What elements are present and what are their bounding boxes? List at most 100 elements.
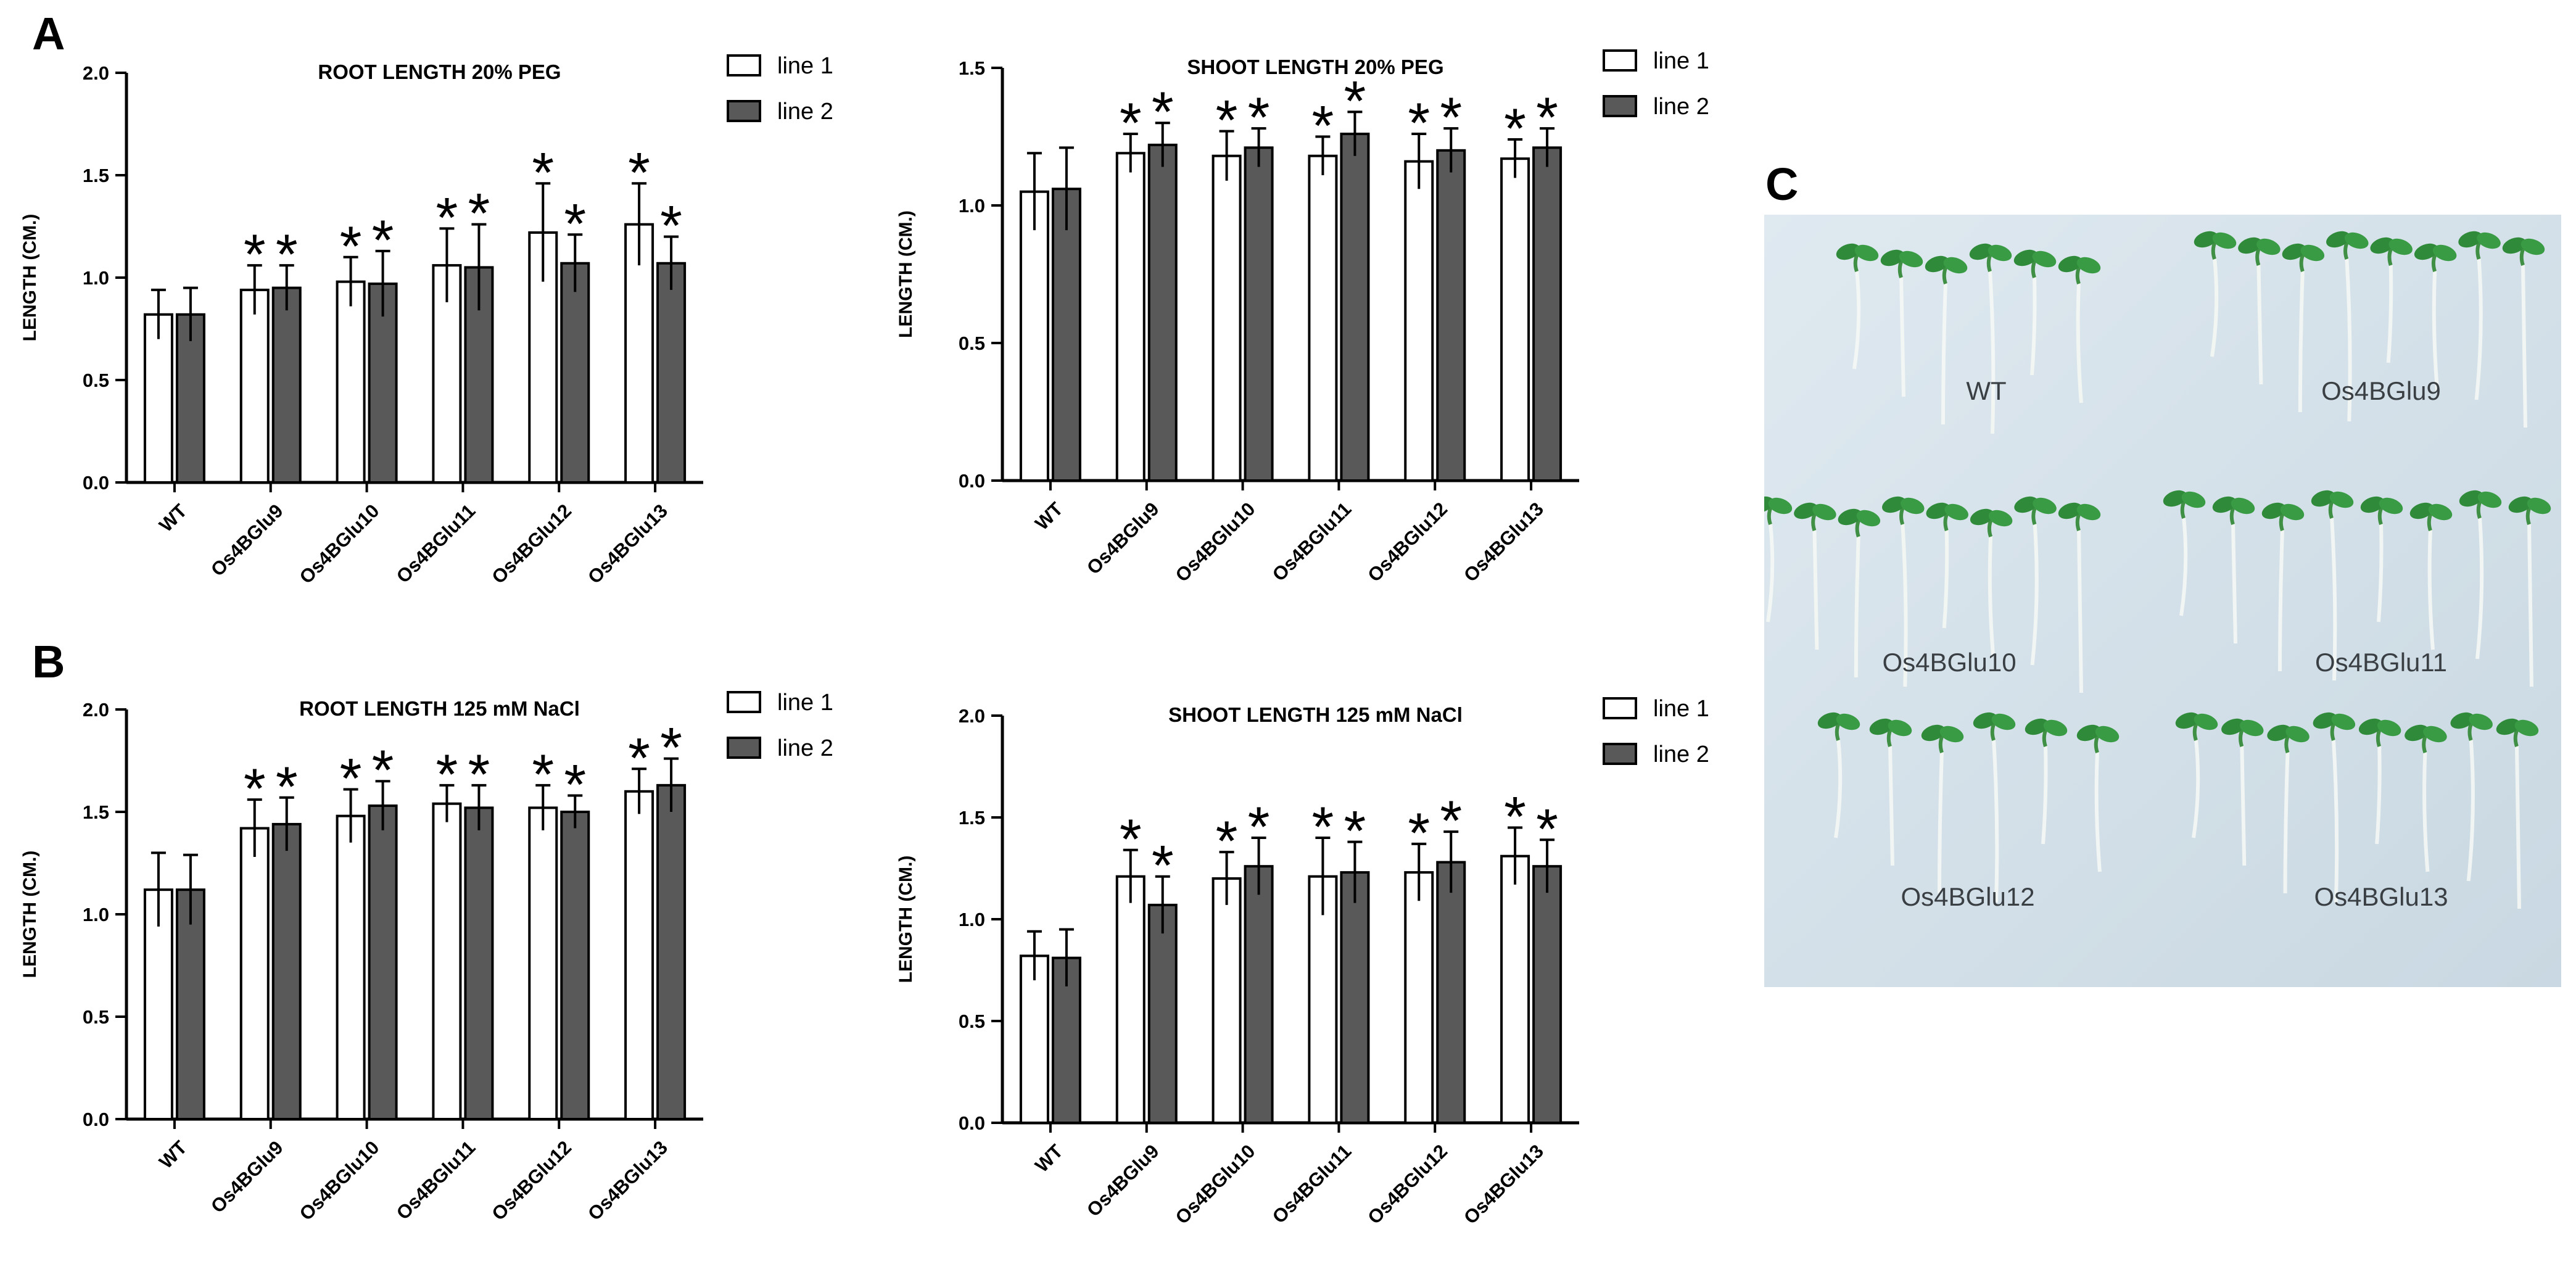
seedling-root [2527,523,2533,687]
significance-marker: * [340,747,362,810]
x-tick-label-os4bglu9: Os4BGlu9 [207,500,287,581]
seedling-root [2466,738,2475,882]
seedling-group-os4bglu13 [2175,712,2539,909]
seedling-leaf [2095,726,2120,743]
x-tick-label-os4bglu13: Os4BGlu13 [1459,498,1548,586]
seedling-root [2422,751,2430,872]
seedling-root [2231,523,2237,644]
y-tick-label: 0.0 [959,1112,985,1134]
seedling-root [1901,523,1908,687]
legend-swatch-line-2 [727,737,761,759]
seedling-leaf [2285,726,2310,743]
x-tick-label-wt: WT [1031,1140,1067,1176]
photo-label-os4bglu9: Os4BGlu9 [2321,376,2441,405]
seedling-group-os4bglu9 [2194,231,2545,428]
seedling-root [2515,745,2521,909]
seedling-leaf [1944,503,1968,521]
seedling-leaf [1854,244,1879,262]
seedling-leaf [2331,713,2356,730]
seedling-group-os4bglu11 [2163,490,2551,687]
y-tick-label: 0.0 [83,472,109,494]
significance-marker: * [1216,89,1238,152]
y-tick-label: 0.0 [959,470,985,492]
x-tick-label-os4bglu10: Os4BGlu10 [295,500,384,588]
seedling-group-os4bglu12 [1817,712,2120,903]
y-tick-label: 1.0 [959,195,985,217]
legend-label-line-2: line 2 [1653,742,1709,767]
significance-marker: * [1312,95,1334,158]
seedling-root [2298,270,2305,413]
seedling-leaf [1768,497,1793,515]
seedling-leaf [1926,502,1950,519]
seedling-leaf [2194,713,2218,730]
seedling-root [1834,738,1843,838]
seedling-leaf [2311,490,2335,507]
x-tick-label-os4bglu13: Os4BGlu13 [1459,1140,1548,1228]
significance-marker: * [1440,790,1462,853]
seedling-leaf [2405,724,2429,742]
panel-letter-a: A [32,8,65,59]
seedling-root [1988,535,1996,656]
seedling-leaf [2450,712,2474,729]
seedling-leaf [1836,713,1860,730]
significance-marker: * [1408,92,1430,155]
significance-marker: * [1504,786,1526,849]
seedling-root [2094,751,2102,872]
seedling-leaf [1939,726,1964,743]
seedling-leaf [2313,712,2337,729]
x-tick-label-os4bglu12: Os4BGlu12 [1363,498,1451,586]
bar-line-2-wt [175,313,205,484]
bar-line-1-wt [1019,954,1049,1124]
bar-line-2-os4bglu9 [271,822,302,1120]
seedling-leaf [1988,244,2012,262]
significance-marker: * [244,223,266,286]
y-tick-label: 1.5 [83,801,109,823]
significance-marker: * [436,186,458,249]
seedling-leaf [2058,255,2083,273]
bar-line-2-os4bglu10 [1244,146,1274,482]
seedling-leaf [2212,496,2237,513]
photo-label-os4bglu11: Os4BGlu11 [2315,648,2447,677]
significance-marker: * [1152,81,1174,144]
seedling-root [2375,745,2382,845]
seedling-leaf [1991,713,2016,730]
seedling-leaf [2221,718,2245,735]
significance-marker: * [372,209,394,272]
seedling-leaf [2256,238,2281,255]
seedling-group-wt [1836,243,2101,434]
significance-marker: * [1152,835,1174,898]
significance-marker: * [660,195,682,258]
bar-line-1-os4bglu12 [1404,871,1434,1124]
seedling-leaf [2181,491,2206,508]
legend-label-line-2: line 2 [777,735,833,761]
significance-marker: * [468,743,490,806]
seedling-root [1942,529,1949,629]
seedling-leaf [2379,497,2403,515]
significance-marker: * [1408,802,1430,865]
seedling-leaf [2423,726,2447,743]
seedling-root [2030,523,2039,666]
legend-label-line-1: line 1 [777,690,833,716]
seedling-leaf [1888,719,1912,737]
seedling-leaf [2212,232,2237,249]
chart-shoot-length-peg: SHOOT LENGTH 20% PEG 0.0 0.5 1.0 1.5 LENGTH (… [896,48,1709,586]
bar-line-2-os4bglu10 [1244,865,1274,1124]
seedling-leaf [2527,497,2551,515]
seedling-leaf [1925,255,1949,273]
significance-marker: * [532,743,554,806]
bar-line-2-os4bglu11 [1340,133,1370,482]
seedling-root [2377,523,2384,622]
significance-marker: * [1120,92,1142,155]
bar-line-1-os4bglu10 [336,814,366,1120]
significance-marker: * [436,743,458,806]
seedling-leaf [2345,232,2369,249]
seedling-leaf [2175,712,2200,729]
bar-line-1-os4bglu9 [239,827,270,1120]
seedling-leaf [2508,496,2533,513]
seedling-leaf [2388,238,2413,255]
y-tick-label: 1.0 [83,904,109,925]
x-tick-label-os4bglu10: Os4BGlu10 [1171,498,1260,586]
legend-swatch-line-1 [1603,49,1637,72]
y-tick-label: 0.5 [83,1006,109,1028]
y-tick-label: 2.0 [959,705,985,727]
